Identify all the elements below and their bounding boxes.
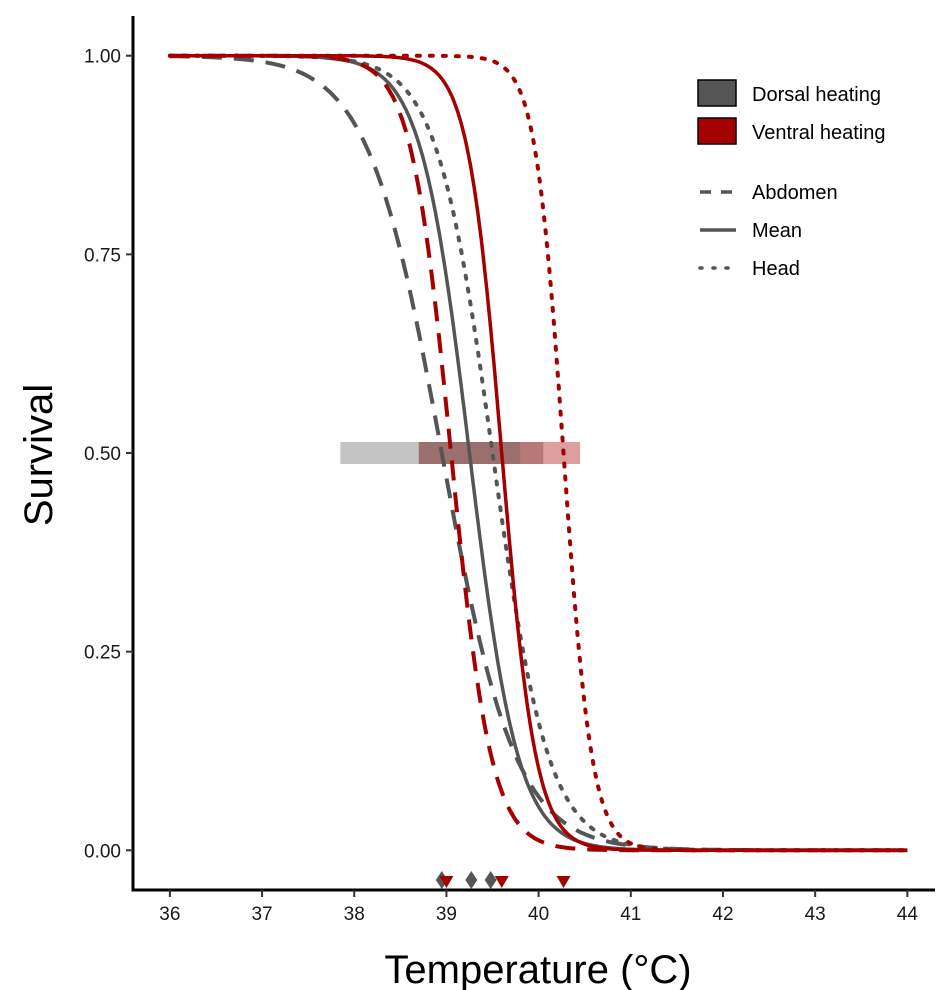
legend-label: Ventral heating xyxy=(752,122,885,144)
x-tick-label: 42 xyxy=(712,904,733,925)
confidence-bands xyxy=(340,442,581,464)
x-tick-label: 38 xyxy=(344,904,365,925)
x-tick-label: 37 xyxy=(251,904,272,925)
y-tick-label: 0.00 xyxy=(84,841,121,862)
legend-label: Dorsal heating xyxy=(752,84,881,106)
ld50-markers xyxy=(435,871,571,889)
legend-label: Abdomen xyxy=(752,182,838,204)
x-tick-label: 40 xyxy=(528,904,549,925)
y-axis-ticks: 0.00 0.25 0.50 0.75 1.00 xyxy=(84,47,133,862)
x-tick-label: 41 xyxy=(620,904,641,925)
legend-label: Head xyxy=(752,258,800,280)
y-axis-title: Survival xyxy=(17,384,61,526)
survival-curves xyxy=(167,53,910,853)
y-tick-label: 1.00 xyxy=(84,47,121,68)
y-tick-label: 0.25 xyxy=(84,643,121,664)
x-tick-label: 36 xyxy=(159,904,180,925)
ld50-marker-dorsal xyxy=(465,871,478,889)
axes: 36 37 38 39 40 41 42 43 44 0.00 0.25 0.50 0.75 1.00 xyxy=(84,16,935,925)
ld50-marker-dorsal xyxy=(484,871,497,889)
x-tick-label: 43 xyxy=(805,904,826,925)
legend: Dorsal heating Ventral heating Abdomen Mean… xyxy=(697,79,885,280)
ld50-marker-ventral xyxy=(494,876,509,888)
x-axis-title: Temperature (°C) xyxy=(384,948,691,990)
y-tick-label: 0.75 xyxy=(84,245,121,266)
legend-swatch-ventral xyxy=(697,117,737,145)
y-tick-label: 0.50 xyxy=(84,444,121,465)
legend-swatch-dorsal xyxy=(697,79,737,107)
legend-label: Mean xyxy=(752,220,802,242)
ld50-marker-ventral xyxy=(439,876,454,888)
x-tick-label: 39 xyxy=(436,904,457,925)
confidence-band-ventral xyxy=(418,442,581,464)
curve-ventral-head xyxy=(167,53,910,853)
x-tick-label: 44 xyxy=(897,904,919,925)
plot-area xyxy=(167,53,910,889)
ld50-marker-ventral xyxy=(556,876,571,888)
x-axis-ticks: 36 37 38 39 40 41 42 43 44 xyxy=(159,890,918,925)
